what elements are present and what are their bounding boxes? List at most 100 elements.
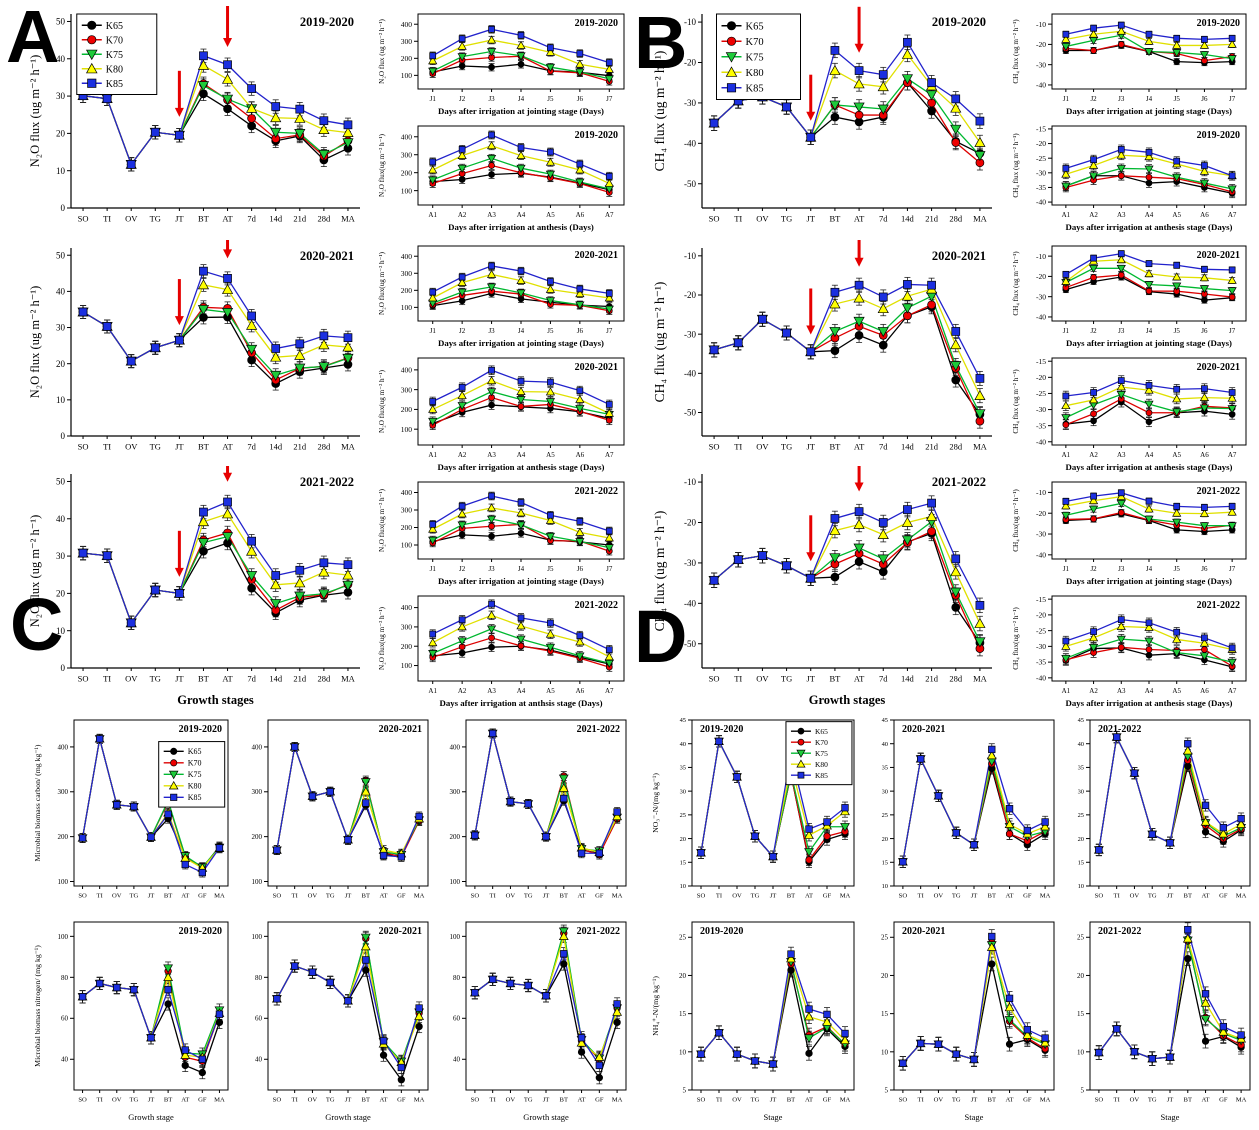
svg-text:100: 100 bbox=[401, 303, 413, 312]
svg-text:OV: OV bbox=[506, 893, 516, 900]
svg-text:TI: TI bbox=[292, 893, 298, 900]
svg-text:200: 200 bbox=[401, 523, 413, 532]
svg-text:SO: SO bbox=[471, 1097, 480, 1104]
svg-text:TI: TI bbox=[734, 442, 742, 452]
svg-text:N₂O flux (ug m⁻² h⁻¹): N₂O flux (ug m⁻² h⁻¹) bbox=[28, 55, 42, 168]
svg-text:A4: A4 bbox=[517, 451, 526, 459]
svg-text:J7: J7 bbox=[606, 327, 613, 335]
svg-text:CH₄ flux(ug m⁻² h⁻¹): CH₄ flux(ug m⁻² h⁻¹) bbox=[1012, 489, 1020, 552]
svg-text:Days after irriagtion at joint: Days after irriagtion at jointing stage … bbox=[1066, 338, 1232, 348]
svg-text:200: 200 bbox=[401, 642, 413, 651]
svg-text:2021-2022: 2021-2022 bbox=[932, 475, 986, 489]
svg-text:Microbial biomass carbon/ (mg: Microbial biomass carbon/ (mg kg⁻¹) bbox=[33, 744, 42, 861]
svg-text:J2: J2 bbox=[1090, 327, 1097, 335]
svg-text:100: 100 bbox=[401, 541, 413, 550]
svg-text:BT: BT bbox=[829, 674, 841, 684]
chart-n2o-jointing-2019-2020: 100 200 300 400 J1 J2 J3 J4 J5 J6 J7 2019-2020 N₂O f… bbox=[374, 8, 634, 120]
svg-text:OV: OV bbox=[125, 214, 138, 224]
svg-text:2020-2021: 2020-2021 bbox=[379, 926, 422, 937]
svg-text:TI: TI bbox=[97, 1097, 103, 1104]
svg-text:100: 100 bbox=[401, 71, 413, 80]
svg-text:OV: OV bbox=[756, 442, 769, 452]
svg-text:14d: 14d bbox=[269, 214, 283, 224]
panel-label-a: A bbox=[6, 0, 60, 78]
svg-text:Growth stages: Growth stages bbox=[809, 693, 886, 707]
svg-text:40: 40 bbox=[56, 514, 66, 524]
svg-text:BT: BT bbox=[198, 674, 210, 684]
svg-text:N₂O flux(ug m⁻² h⁻¹): N₂O flux(ug m⁻² h⁻¹) bbox=[378, 488, 386, 552]
svg-text:-30: -30 bbox=[1036, 642, 1046, 651]
svg-text:J5: J5 bbox=[1174, 95, 1181, 103]
svg-text:TI: TI bbox=[292, 1097, 298, 1104]
svg-text:K70: K70 bbox=[106, 35, 123, 46]
svg-text:A1: A1 bbox=[428, 451, 437, 459]
svg-text:BT: BT bbox=[560, 893, 568, 900]
svg-text:MA: MA bbox=[973, 214, 988, 224]
svg-text:CH₄ flux(ug m⁻² h⁻¹): CH₄ flux(ug m⁻² h⁻¹) bbox=[1012, 607, 1020, 670]
svg-text:A7: A7 bbox=[1228, 211, 1237, 219]
svg-text:-10: -10 bbox=[1036, 488, 1046, 497]
svg-text:-30: -30 bbox=[1036, 292, 1046, 301]
chart-nh4-2020-2021: 5 10 15 20 25 SO TI OV TG JT BT AT GF MA 2020-2021 Stag… bbox=[866, 914, 1062, 1126]
svg-text:2021-2022: 2021-2022 bbox=[575, 486, 618, 497]
svg-text:A3: A3 bbox=[487, 687, 496, 695]
svg-text:JT: JT bbox=[148, 893, 155, 900]
svg-text:GF: GF bbox=[595, 893, 604, 900]
svg-text:A6: A6 bbox=[1200, 451, 1209, 459]
svg-text:TI: TI bbox=[490, 1097, 496, 1104]
svg-text:MA: MA bbox=[612, 1097, 623, 1104]
svg-text:200: 200 bbox=[401, 286, 413, 295]
svg-text:JT: JT bbox=[345, 893, 352, 900]
svg-text:-50: -50 bbox=[684, 408, 696, 418]
svg-text:21d: 21d bbox=[293, 442, 307, 452]
svg-text:300: 300 bbox=[58, 788, 69, 796]
svg-text:300: 300 bbox=[401, 37, 413, 46]
chart-mbc-2019-2020: 100 200 300 400 SO TI OV TG JT BT AT GF MA 2019-2020 K… bbox=[30, 712, 236, 908]
svg-text:-20: -20 bbox=[684, 58, 696, 68]
svg-text:7d: 7d bbox=[879, 674, 888, 684]
svg-text:100: 100 bbox=[58, 933, 69, 941]
svg-text:50: 50 bbox=[56, 17, 66, 27]
svg-text:40: 40 bbox=[61, 1056, 69, 1064]
svg-text:N₂O flux(ug m⁻² h⁻¹): N₂O flux(ug m⁻² h⁻¹) bbox=[378, 369, 386, 433]
svg-text:K75: K75 bbox=[106, 50, 123, 61]
svg-text:10: 10 bbox=[56, 626, 66, 636]
chart-mbn-2021-2022: 40 60 80 100 SO TI OV TG JT BT AT GF MA 2021-2022 Grow… bbox=[438, 914, 634, 1126]
svg-text:K70: K70 bbox=[188, 759, 202, 768]
svg-text:SO: SO bbox=[78, 442, 89, 452]
svg-text:14d: 14d bbox=[901, 442, 915, 452]
svg-text:-40: -40 bbox=[684, 368, 696, 378]
svg-text:BT: BT bbox=[362, 893, 370, 900]
svg-text:A4: A4 bbox=[1145, 211, 1154, 219]
svg-text:2019-2020: 2019-2020 bbox=[179, 926, 222, 937]
panel-label-b: B bbox=[634, 1, 688, 84]
svg-text:MA: MA bbox=[414, 893, 425, 900]
svg-text:-15: -15 bbox=[1036, 595, 1046, 604]
svg-text:-10: -10 bbox=[1036, 252, 1046, 261]
svg-text:14d: 14d bbox=[901, 674, 915, 684]
svg-text:MA: MA bbox=[414, 1097, 425, 1104]
svg-text:J3: J3 bbox=[1118, 565, 1125, 573]
svg-text:BT: BT bbox=[164, 1097, 172, 1104]
svg-text:TI: TI bbox=[490, 893, 496, 900]
svg-text:OV: OV bbox=[308, 893, 318, 900]
svg-text:MA: MA bbox=[973, 674, 988, 684]
chart-no3-2021-2022: 10 15 20 25 30 35 40 45 SO TI OV TG JT BT AT GF MA 2021-2… bbox=[1062, 712, 1258, 908]
chart-ch4-anthesis-2021-2022: -40 -35 -30 -25 -20 -15 A1 A2 A3 A4 A5 A6 A7 2021-202… bbox=[1008, 590, 1256, 712]
svg-text:-40: -40 bbox=[1036, 437, 1046, 446]
svg-text:A2: A2 bbox=[458, 451, 467, 459]
svg-text:K75: K75 bbox=[188, 770, 202, 779]
svg-text:SO: SO bbox=[273, 1097, 282, 1104]
svg-text:A1: A1 bbox=[428, 687, 437, 695]
svg-text:TG: TG bbox=[781, 214, 792, 224]
svg-text:J4: J4 bbox=[518, 327, 525, 335]
svg-text:-30: -30 bbox=[1036, 405, 1046, 414]
svg-text:A4: A4 bbox=[1145, 451, 1154, 459]
svg-text:J5: J5 bbox=[547, 327, 554, 335]
svg-text:A7: A7 bbox=[605, 451, 614, 459]
svg-text:J3: J3 bbox=[488, 327, 495, 335]
svg-text:-20: -20 bbox=[1036, 373, 1046, 382]
svg-text:2021-2022: 2021-2022 bbox=[300, 475, 354, 489]
svg-text:2019-2020: 2019-2020 bbox=[300, 15, 354, 29]
svg-text:SO: SO bbox=[273, 893, 282, 900]
